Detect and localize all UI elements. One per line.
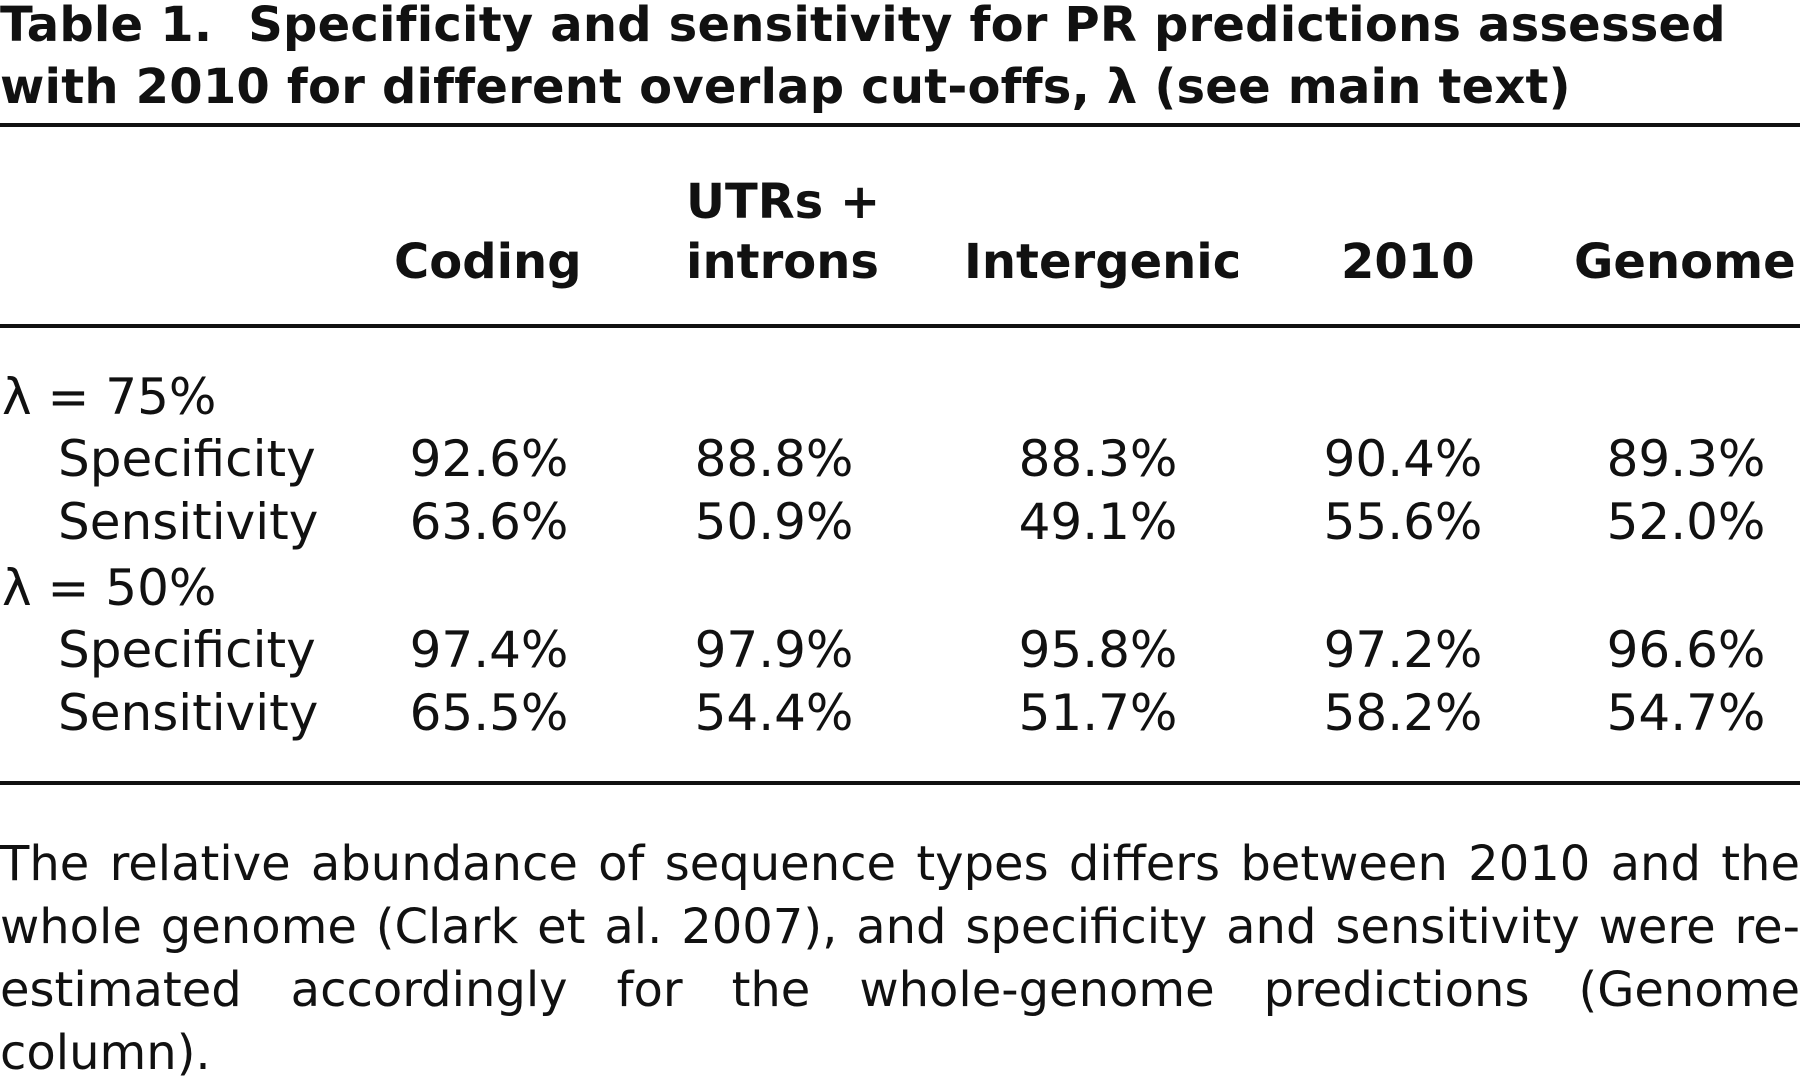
group-label-lambda-75: λ = 75% [2, 368, 217, 426]
column-header-2010: 2010 [1341, 234, 1475, 290]
table-cell: 55.6% [1323, 493, 1483, 551]
table-cell: 52.0% [1606, 493, 1766, 551]
table-top-rule [0, 123, 1800, 127]
table-cell: 65.5% [409, 684, 569, 742]
table-caption: Table 1. Specificity and sensitivity for … [0, 0, 1800, 118]
table-cell: 88.3% [1018, 430, 1178, 488]
row-label-specificity: Specificity [58, 430, 316, 488]
table-cell: 88.8% [694, 430, 854, 488]
row-label-sensitivity: Sensitivity [58, 684, 319, 742]
table-cell: 90.4% [1323, 430, 1483, 488]
table-cell: 63.6% [409, 493, 569, 551]
table-caption-text: Specificity and sensitivity for PR predi… [0, 0, 1726, 115]
table-cell: 89.3% [1606, 430, 1766, 488]
table-cell: 50.9% [694, 493, 854, 551]
column-header-intergenic: Intergenic [964, 234, 1242, 290]
column-header-utrs-introns: UTRs + introns [686, 172, 880, 292]
table-cell: 54.4% [694, 684, 854, 742]
table-header-rule [0, 324, 1800, 328]
table-cell: 49.1% [1018, 493, 1178, 551]
column-header-utrs-line2: introns [686, 234, 879, 290]
table-cell: 96.6% [1606, 621, 1766, 679]
row-label-specificity: Specificity [58, 621, 316, 679]
table-cell: 97.2% [1323, 621, 1483, 679]
table-cell: 54.7% [1606, 684, 1766, 742]
group-label-lambda-50: λ = 50% [2, 559, 217, 617]
table-cell: 58.2% [1323, 684, 1483, 742]
table-footnote: The relative abundance of sequence types… [0, 836, 1800, 1081]
table-cell: 95.8% [1018, 621, 1178, 679]
column-header-genome: Genome [1574, 234, 1796, 290]
table-cell: 51.7% [1018, 684, 1178, 742]
column-header-coding: Coding [394, 234, 582, 290]
table-bottom-rule [0, 781, 1800, 785]
row-label-sensitivity: Sensitivity [58, 493, 319, 551]
table-cell: 97.9% [694, 621, 854, 679]
table-cell: 97.4% [409, 621, 569, 679]
table-cell: 92.6% [409, 430, 569, 488]
table-caption-label: Table 1. [0, 0, 213, 53]
column-header-utrs-line1: UTRs + [686, 174, 881, 230]
